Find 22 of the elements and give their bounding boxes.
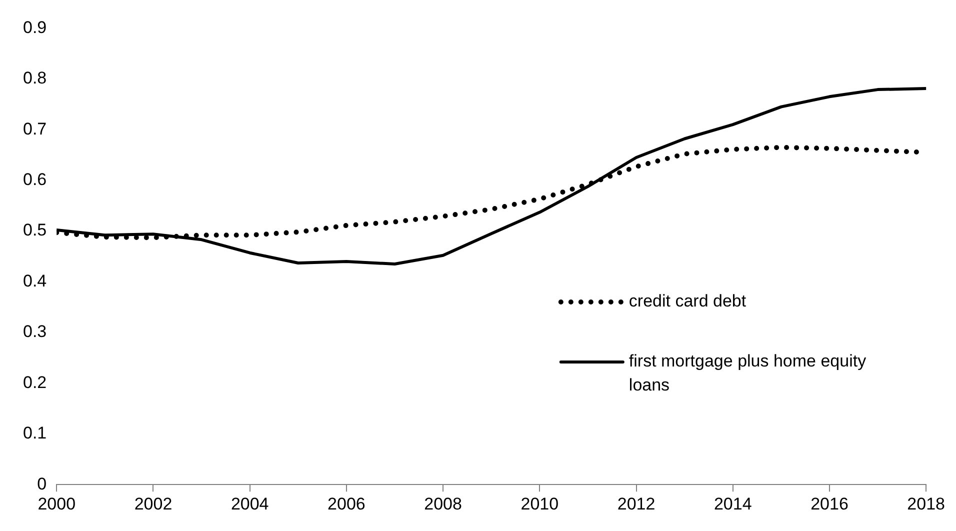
y-tick-label: 0.3 xyxy=(22,322,47,342)
x-tick-label: 2004 xyxy=(230,494,269,514)
y-tick-label: 0.6 xyxy=(22,170,47,190)
x-tick-label: 2010 xyxy=(520,494,559,514)
y-tick-label: 0.5 xyxy=(22,220,47,240)
x-tick-label: 2014 xyxy=(714,494,752,514)
y-tick-label: 0.7 xyxy=(22,119,47,138)
x-tick-label: 2002 xyxy=(134,494,172,514)
y-tick-label: 0.8 xyxy=(22,68,47,88)
x-tick-label: 2012 xyxy=(617,494,656,514)
x-tick-label: 2018 xyxy=(907,494,946,514)
y-tick-label: 0.2 xyxy=(22,372,47,392)
y-tick-label: 0.9 xyxy=(22,18,47,37)
legend-label: first mortgage plus home equity loans xyxy=(628,352,867,395)
x-tick-label: 2008 xyxy=(424,494,462,514)
legend-label: credit card debt xyxy=(628,292,746,311)
x-tick-label: 2006 xyxy=(328,494,366,514)
x-tick-label: 2016 xyxy=(810,494,848,514)
x-tick-label: 2000 xyxy=(38,494,76,514)
y-tick-label: 0 xyxy=(37,474,47,494)
y-tick-label: 0.4 xyxy=(22,271,47,290)
y-tick-label: 0.1 xyxy=(22,424,47,443)
